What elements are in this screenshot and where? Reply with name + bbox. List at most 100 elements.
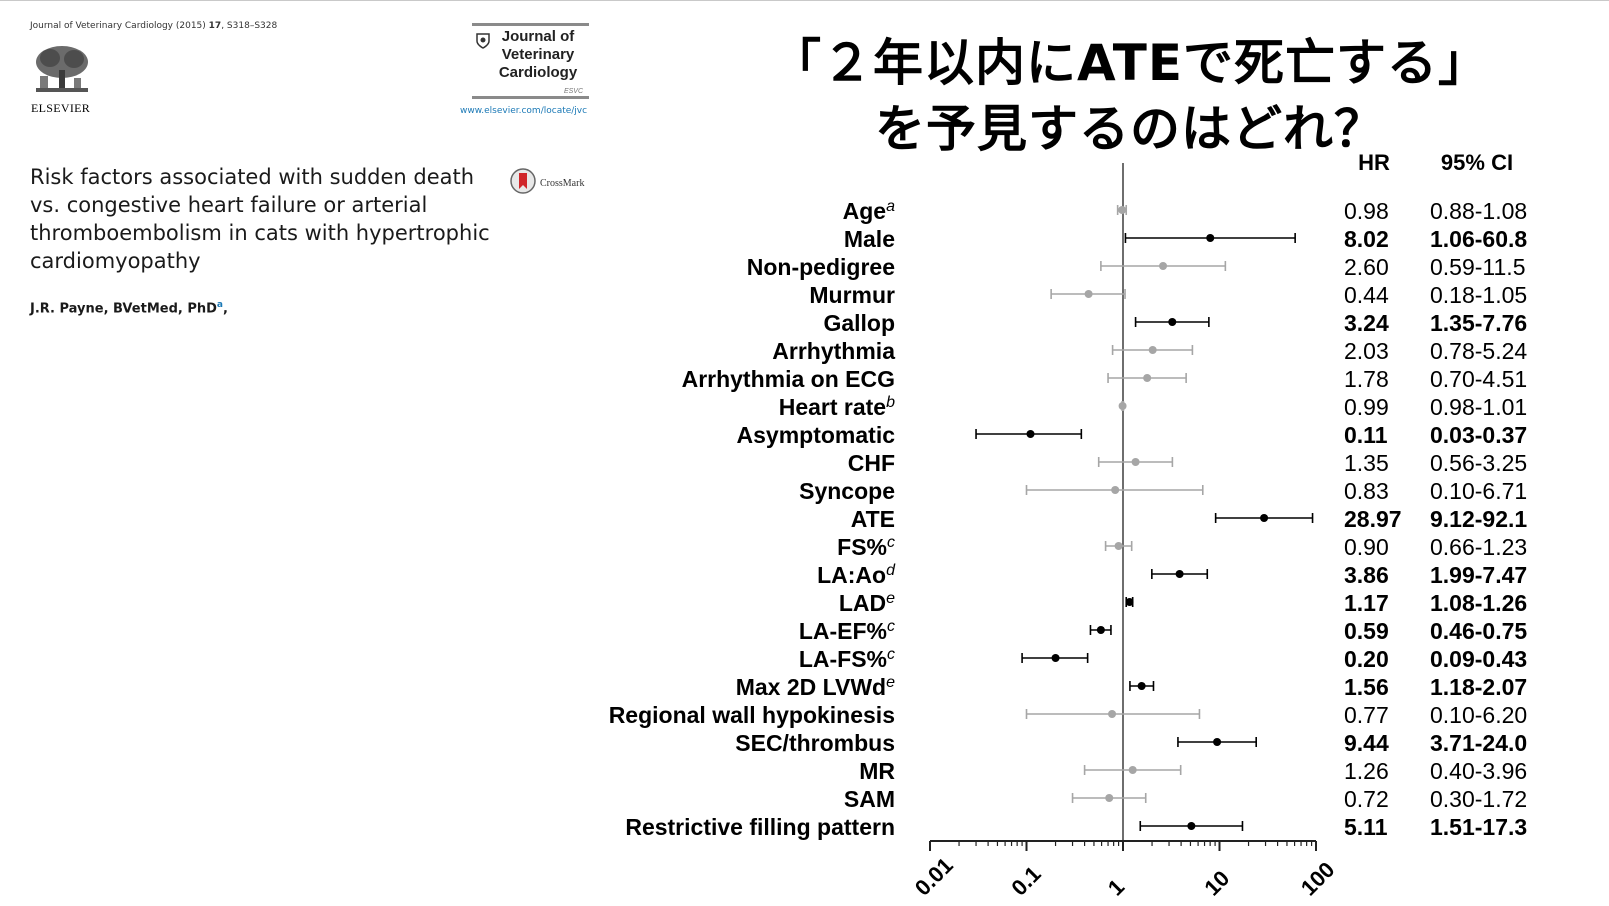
- row-label-text: SAM: [844, 786, 895, 812]
- top-border: [0, 0, 1609, 1]
- ci-value: 0.10-6.20: [1430, 702, 1527, 728]
- x-axis-tick-label: 1: [1103, 874, 1129, 900]
- row-label-footnote: b: [886, 394, 895, 411]
- hr-value: 2.03: [1344, 338, 1389, 364]
- hr-value: 28.97: [1344, 506, 1402, 532]
- row-label-text: Murmur: [809, 282, 895, 308]
- ci-value: 0.98-1.01: [1430, 394, 1527, 420]
- hr-value: 0.72: [1344, 786, 1389, 812]
- row-label: Asymptomatic: [737, 422, 896, 448]
- ci-value: 0.18-1.05: [1430, 282, 1527, 308]
- hr-point: [1159, 262, 1168, 270]
- author-name: J.R. Payne, BVetMed, PhD: [30, 301, 217, 317]
- slide-question: 「２年以内にATEで死亡する」 を予見するのはどれ？: [660, 30, 1600, 162]
- publisher-name: ELSEVIER: [31, 101, 91, 115]
- ci-value: 0.09-0.43: [1430, 646, 1527, 672]
- question-line1: 「２年以内にATEで死亡する」: [770, 34, 1490, 92]
- row-label-footnote: a: [886, 198, 895, 215]
- question-line2: を予見するのはどれ？: [875, 100, 1385, 158]
- journal-tag: ESVC: [563, 88, 583, 95]
- row-label: SAM: [844, 786, 895, 812]
- x-axis-tick-label: 0.1: [1006, 861, 1045, 900]
- hr-point: [1206, 234, 1215, 242]
- journal-name-line1: Journal of: [501, 28, 575, 45]
- paper-title: Risk factors associated with sudden deat…: [30, 165, 490, 273]
- row-label: Arrhythmia on ECG: [682, 366, 895, 392]
- row-label-text: Asymptomatic: [737, 422, 896, 448]
- hr-point: [1260, 514, 1269, 522]
- hr-value: 1.17: [1344, 590, 1389, 616]
- row-label-text: Regional wall hypokinesis: [609, 702, 895, 728]
- row-label: LA-FS%c: [799, 646, 895, 672]
- hr-point: [1051, 654, 1060, 662]
- row-label: Max 2D LVWde: [736, 674, 895, 700]
- row-label-text: Syncope: [799, 478, 895, 504]
- row-label: Syncope: [799, 478, 895, 504]
- row-label-footnote: e: [886, 674, 895, 691]
- row-label-text: MR: [859, 758, 895, 784]
- hr-value: 0.20: [1344, 646, 1389, 672]
- hr-value: 0.44: [1344, 282, 1389, 308]
- citation-volume: 17: [208, 21, 222, 31]
- hr-point: [1111, 486, 1120, 494]
- hr-point: [1187, 822, 1196, 830]
- hr-point: [1026, 430, 1035, 438]
- shield-icon: [476, 33, 490, 49]
- author-line: J.R. Payne, BVetMed, PhDa,: [30, 300, 228, 316]
- x-axis-tick-label: 10: [1199, 866, 1234, 901]
- hr-value: 3.86: [1344, 562, 1389, 588]
- row-label-text: LA:Ao: [817, 562, 886, 588]
- row-label: MR: [859, 758, 895, 784]
- hr-point: [1118, 402, 1127, 410]
- ci-value: 1.08-1.26: [1430, 590, 1527, 616]
- hr-point: [1114, 542, 1123, 550]
- crossmark-label: CrossMark: [540, 178, 585, 189]
- citation-pages: , S318–S328: [221, 21, 278, 31]
- row-label-text: Arrhythmia: [772, 338, 895, 364]
- row-label: FS%c: [837, 534, 895, 560]
- row-label-text: ATE: [851, 506, 895, 532]
- row-label-footnote: c: [887, 534, 895, 551]
- author-affiliation-link[interactable]: a: [216, 300, 223, 310]
- citation-journal: Journal of Veterinary Cardiology (2015): [30, 21, 206, 31]
- hr-value: 0.90: [1344, 534, 1389, 560]
- row-label-text: LA-FS%: [799, 646, 887, 672]
- ci-column-header: 95% CI: [1441, 150, 1513, 175]
- crossmark-icon[interactable]: [510, 168, 536, 194]
- hr-column-header: HR: [1358, 150, 1390, 175]
- journal-url-link[interactable]: www.elsevier.com/locate/jvc: [460, 106, 588, 116]
- journal-name: Journal of Veterinary Cardiology: [488, 28, 588, 82]
- row-label-text: Arrhythmia on ECG: [682, 366, 895, 392]
- hr-point: [1213, 738, 1222, 746]
- hr-value: 8.02: [1344, 226, 1389, 252]
- ci-value: 1.06-60.8: [1430, 226, 1527, 252]
- row-label-text: Male: [844, 226, 895, 252]
- hr-point: [1175, 570, 1184, 578]
- hr-point: [1143, 374, 1152, 382]
- ci-value: 0.46-0.75: [1430, 618, 1527, 644]
- row-label-text: LA-EF%: [799, 618, 887, 644]
- ci-value: 1.18-2.07: [1430, 674, 1527, 700]
- hr-value: 1.35: [1344, 450, 1389, 476]
- hr-point: [1084, 290, 1093, 298]
- hr-value: 5.11: [1344, 814, 1388, 840]
- author-trail: ,: [223, 301, 228, 317]
- ci-value: 0.66-1.23: [1430, 534, 1527, 560]
- hr-point: [1128, 766, 1137, 774]
- row-label: Gallop: [823, 310, 895, 336]
- hr-value: 2.60: [1344, 254, 1389, 280]
- ci-value: 0.30-1.72: [1430, 786, 1527, 812]
- hr-point: [1108, 710, 1117, 718]
- hr-value: 1.78: [1344, 366, 1389, 392]
- hr-value: 3.24: [1344, 310, 1389, 336]
- x-axis-tick-label: 100: [1296, 857, 1340, 901]
- ci-value: 0.10-6.71: [1430, 478, 1527, 504]
- row-label: Regional wall hypokinesis: [609, 702, 895, 728]
- hr-value: 0.11: [1344, 422, 1388, 448]
- hr-point: [1125, 598, 1134, 606]
- row-label-text: Non-pedigree: [747, 254, 895, 280]
- ci-value: 1.99-7.47: [1430, 562, 1527, 588]
- row-label-footnote: c: [887, 618, 895, 635]
- hr-point: [1096, 626, 1105, 634]
